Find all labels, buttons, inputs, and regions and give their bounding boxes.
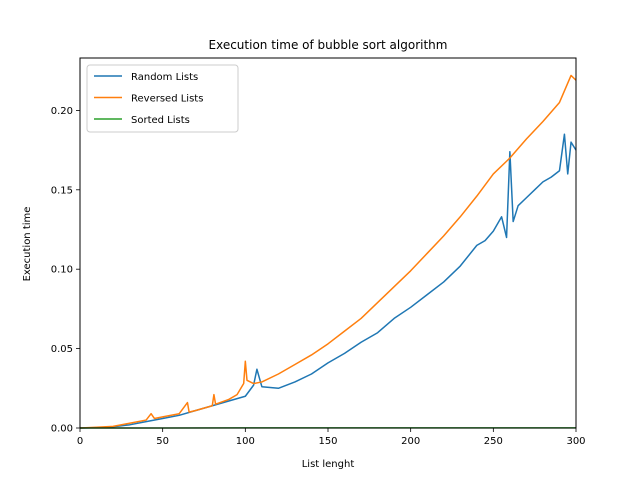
x-axis: 0 50 100 150 200 250 300: [77, 428, 586, 447]
x-tick-label: 150: [318, 436, 337, 447]
plot-frame: [79, 57, 577, 429]
legend-label-reversed-lists: Reversed Lists: [131, 94, 203, 105]
x-tick-label: 0: [77, 436, 83, 447]
x-tick-label: 300: [566, 436, 585, 447]
x-tick-label: 100: [236, 436, 255, 447]
series-line-random-lists: [79, 133, 577, 429]
chart-title: Execution time of bubble sort algorithm: [209, 38, 448, 52]
legend-label-random-lists: Random Lists: [131, 72, 198, 83]
y-axis-label: Execution time: [22, 207, 33, 282]
legend-box: [86, 64, 239, 133]
y-tick-label: 0.05: [51, 344, 73, 355]
legend-label-sorted-lists: Sorted Lists: [131, 115, 190, 126]
x-tick-label: 250: [484, 436, 503, 447]
y-tick-label: 0.10: [51, 265, 73, 276]
x-tick-label: 200: [401, 436, 420, 447]
y-tick-label: 0.20: [51, 106, 73, 117]
x-axis-label: List lenght: [302, 459, 355, 470]
y-tick-label: 0.15: [51, 185, 73, 196]
x-tick-label: 50: [156, 436, 169, 447]
series-line-reversed-lists: [79, 74, 577, 429]
y-axis: 0.00 0.05 0.10 0.15 0.20: [51, 106, 80, 435]
y-tick-label: 0.00: [51, 424, 73, 435]
legend: Random Lists Reversed Lists Sorted Lists: [86, 64, 239, 133]
